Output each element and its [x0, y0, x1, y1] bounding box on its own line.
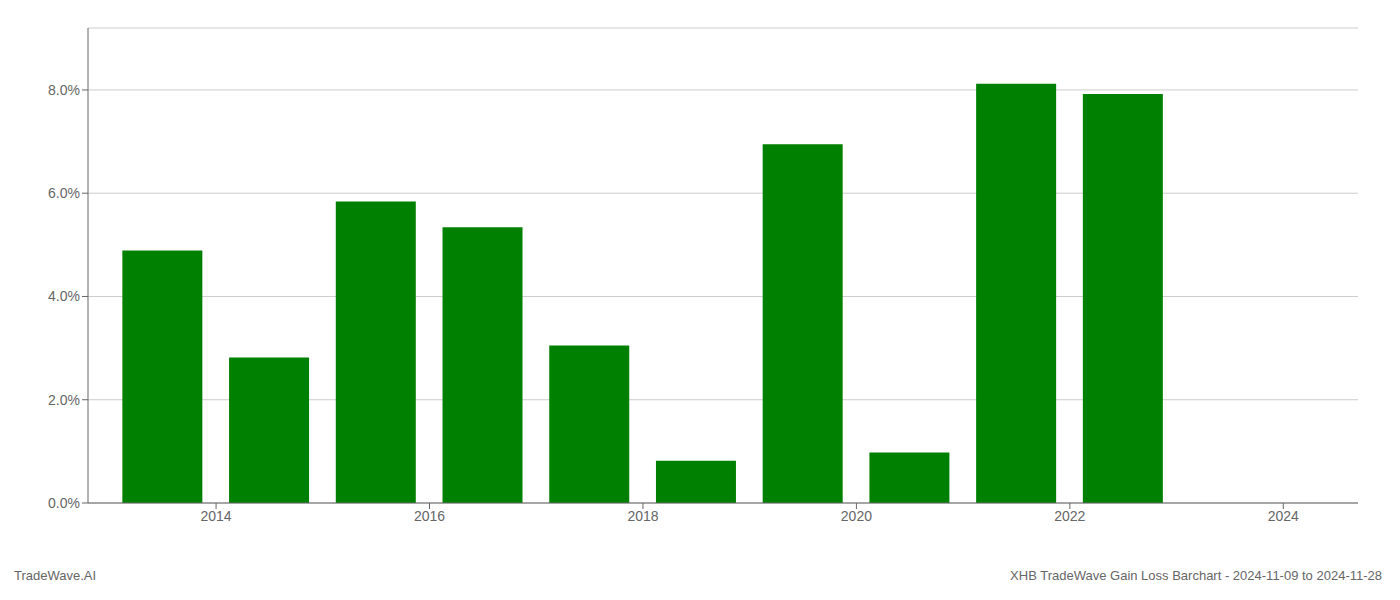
- svg-text:2020: 2020: [841, 508, 872, 524]
- svg-text:2018: 2018: [627, 508, 658, 524]
- svg-text:4.0%: 4.0%: [48, 288, 80, 304]
- svg-text:2024: 2024: [1268, 508, 1299, 524]
- svg-text:6.0%: 6.0%: [48, 185, 80, 201]
- svg-text:8.0%: 8.0%: [48, 82, 80, 98]
- html-text:TradeWave.AI: TradeWave.AI: [14, 568, 97, 583]
- svg-text:2014: 2014: [200, 508, 231, 524]
- html-text:XHB TradeWave Gain Loss Barcha: XHB TradeWave Gain Loss Barchart - 2024-…: [1010, 568, 1382, 583]
- svg-text:0.0%: 0.0%: [48, 495, 80, 511]
- svg-text:2016: 2016: [414, 508, 445, 524]
- svg-text:2022: 2022: [1054, 508, 1085, 524]
- svg-text:2.0%: 2.0%: [48, 392, 80, 408]
